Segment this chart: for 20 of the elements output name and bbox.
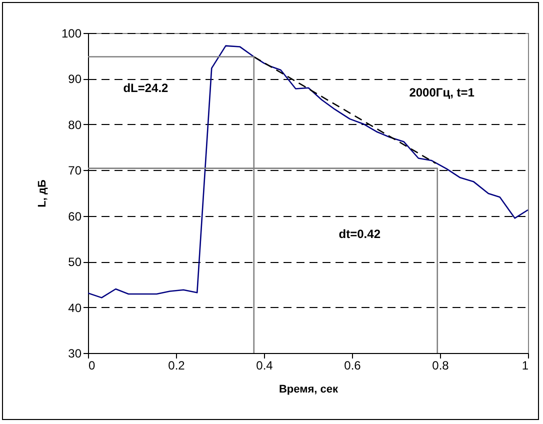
y-tick-label: 80 [68,118,82,132]
y-tick-label: 40 [68,300,82,315]
x-tick-label: 0 [88,358,96,372]
annotation: 2000Гц, t=1 [409,85,475,100]
annotation: dt=0.42 [338,227,381,242]
y-tick-label: 90 [68,72,82,86]
y-tick-label: 70 [68,164,82,178]
x-tick-label: 0.8 [432,358,450,372]
x-tick-label: 0.2 [168,358,186,372]
y-tick-label: 100 [61,26,82,40]
x-tick-label: 0.6 [344,358,362,372]
annotation: dL=24.2 [123,80,169,95]
x-tick-label: 0.4 [256,358,274,372]
x-tick-label: 1 [522,358,529,372]
y-axis-title: L, дБ [36,180,48,208]
y-tick-label: 60 [68,209,82,224]
y-tick-label: 50 [68,255,82,270]
line-series [88,45,528,298]
x-axis-title: Время, сек [278,384,339,396]
y-tick-label: 30 [68,346,82,360]
